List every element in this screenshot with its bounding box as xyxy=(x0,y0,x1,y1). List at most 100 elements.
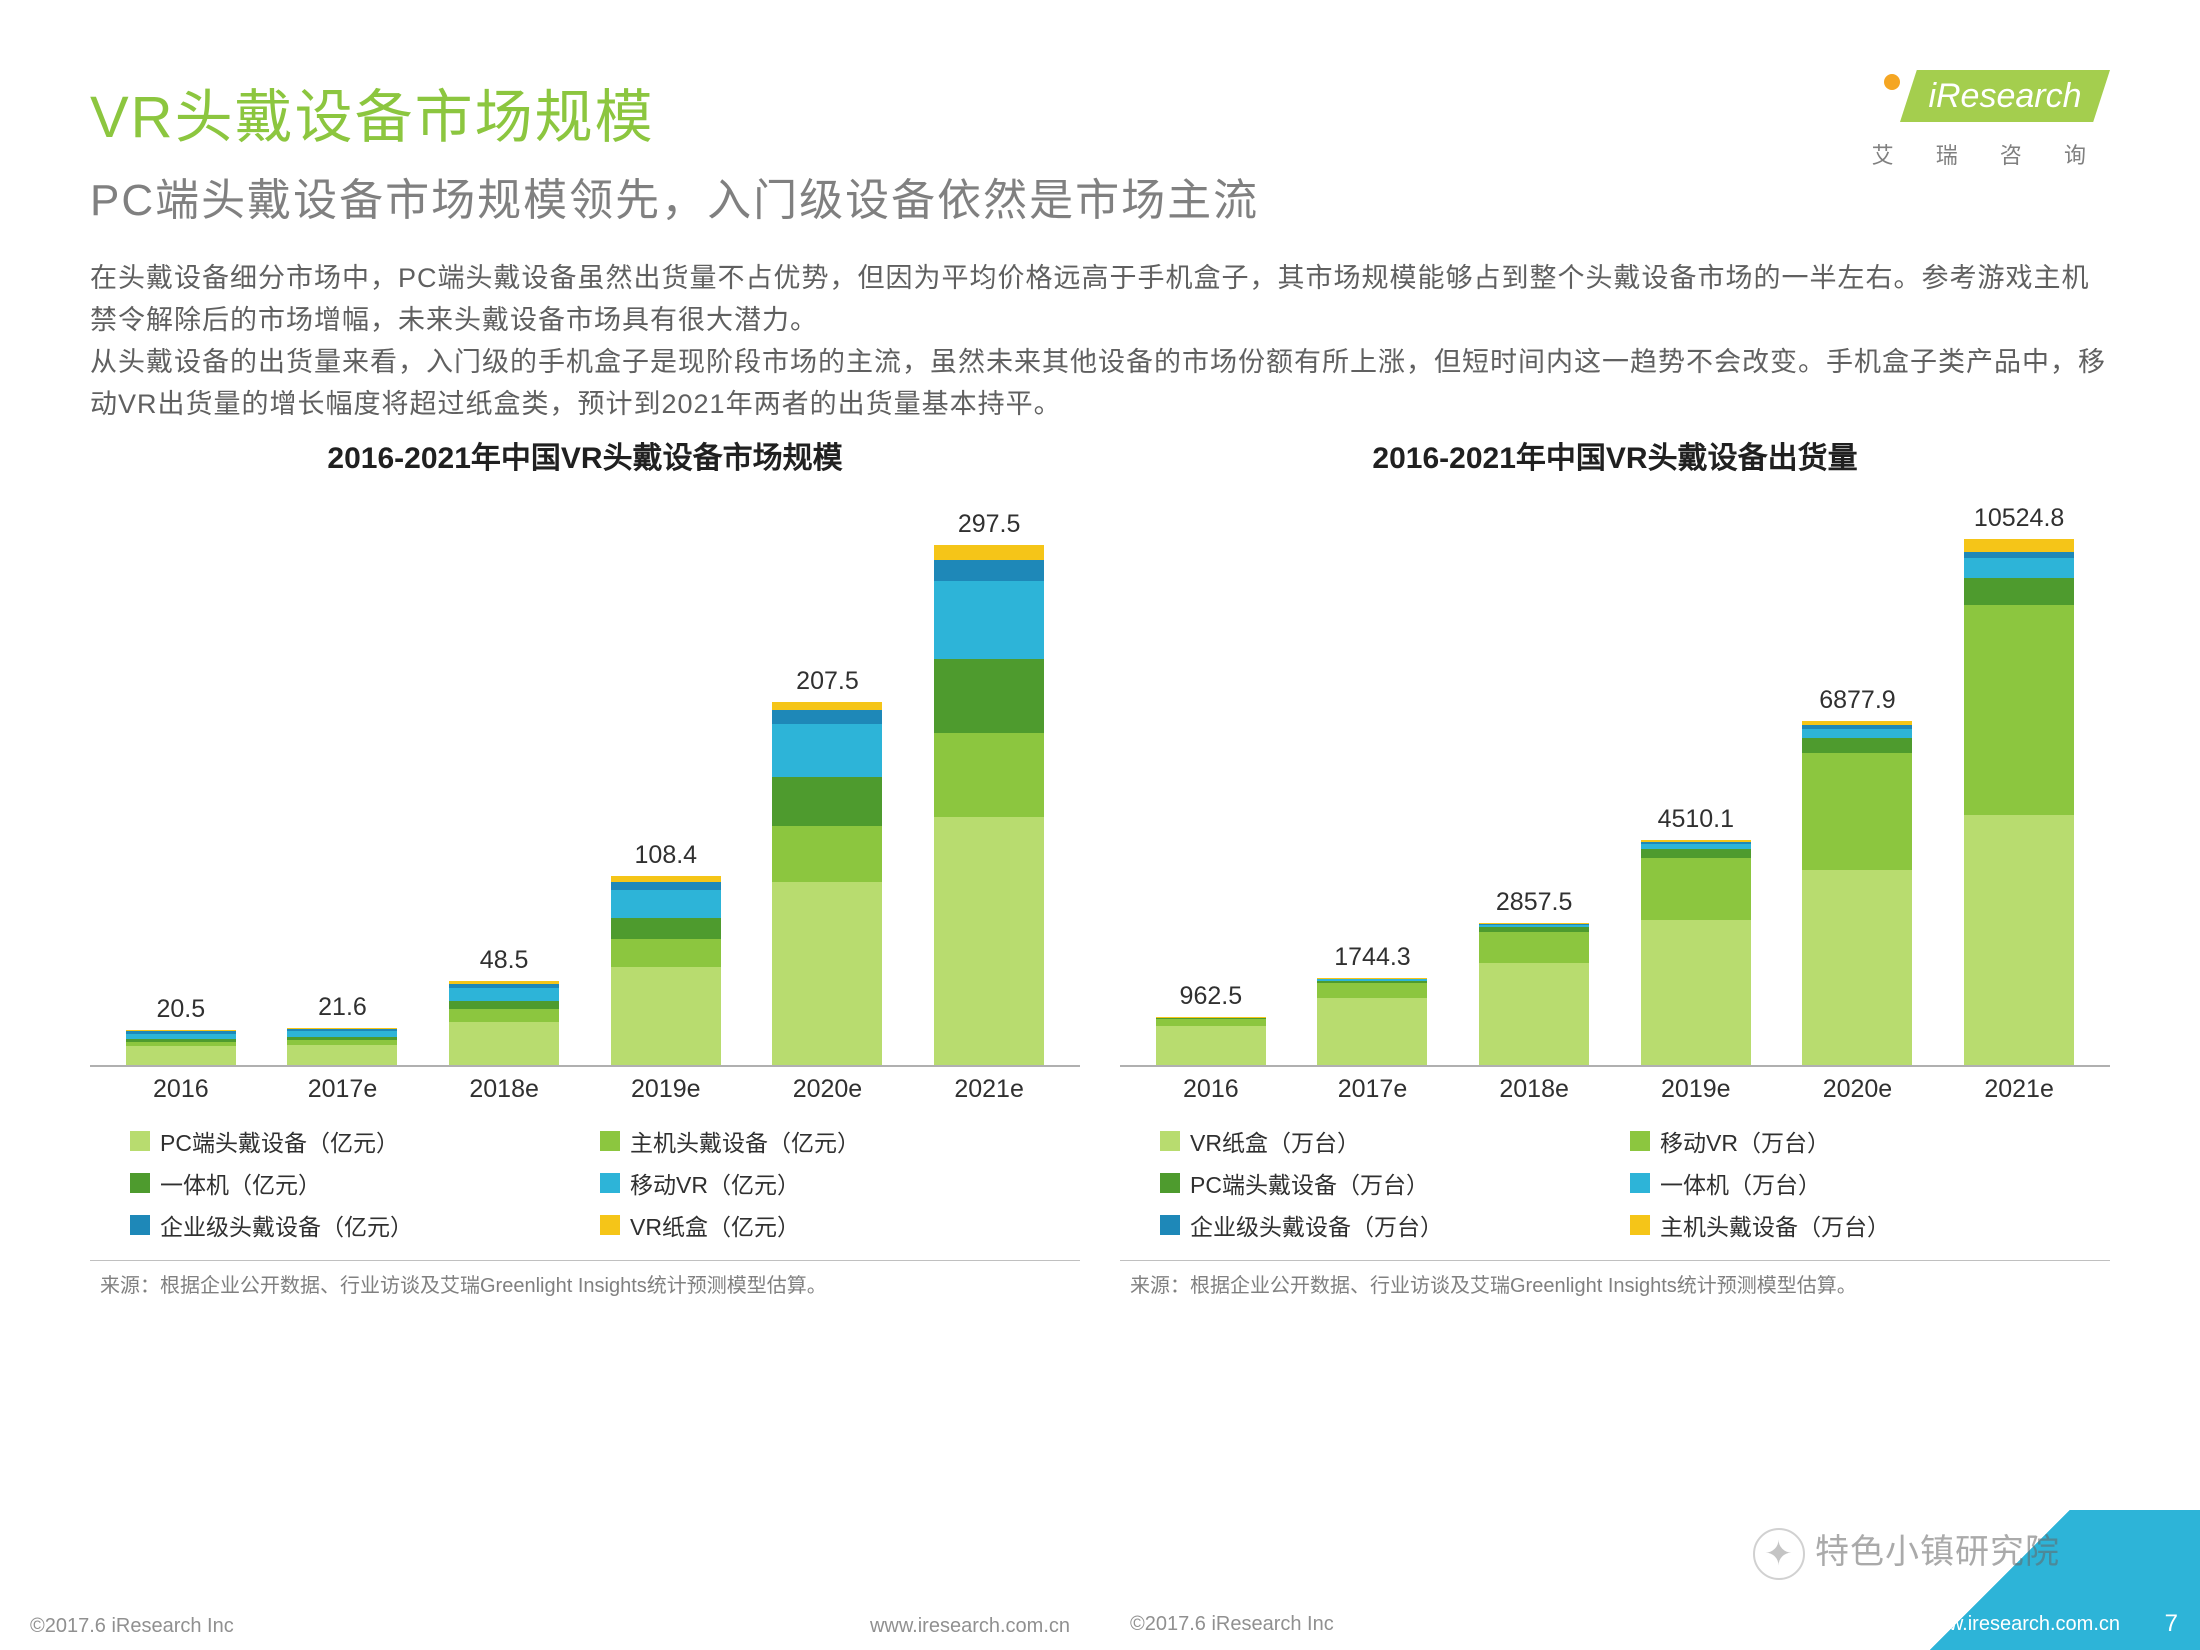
bar-segment xyxy=(1641,849,1751,858)
bar-total-label: 10524.8 xyxy=(1974,504,2064,533)
bar-stack xyxy=(1156,1017,1266,1065)
bar-segment xyxy=(1317,983,1427,998)
bar-segment xyxy=(611,882,721,891)
bar-segment xyxy=(934,817,1044,1066)
legend-swatch xyxy=(1160,1131,1180,1151)
bar-total-label: 6877.9 xyxy=(1819,686,1895,715)
bar-stack xyxy=(126,1030,236,1066)
bar-stack xyxy=(611,876,721,1066)
x-tick-label: 2019e xyxy=(611,1075,721,1104)
chart1-xaxis: 20162017e2018e2019e2020e2021e xyxy=(90,1067,1080,1104)
bar-stack xyxy=(1802,721,1912,1065)
bar-column: 4510.1 xyxy=(1641,805,1751,1066)
legend-swatch xyxy=(600,1131,620,1151)
legend-swatch xyxy=(130,1215,150,1235)
bar-segment xyxy=(1802,738,1912,753)
legend-item: 主机头戴设备（万台） xyxy=(1630,1208,2100,1242)
bar-segment xyxy=(1964,539,2074,552)
legend-item: 主机头戴设备（亿元） xyxy=(600,1124,1070,1158)
bar-segment xyxy=(449,1001,559,1010)
bar-column: 962.5 xyxy=(1156,982,1266,1065)
legend-item: 企业级头戴设备（亿元） xyxy=(130,1208,600,1242)
bar-column: 20.5 xyxy=(126,995,236,1066)
bar-segment xyxy=(126,1046,236,1065)
bar-total-label: 108.4 xyxy=(635,841,698,870)
chart2-plot: 962.51744.32857.54510.16877.910524.8 xyxy=(1120,487,2110,1067)
legend-label: 一体机（万台） xyxy=(1660,1166,1821,1200)
legend-item: PC端头戴设备（亿元） xyxy=(130,1124,600,1158)
bar-segment xyxy=(934,733,1044,817)
legend-label: 移动VR（万台） xyxy=(1660,1124,1830,1158)
legend-swatch xyxy=(130,1131,150,1151)
x-tick-label: 2021e xyxy=(934,1075,1044,1104)
legend-label: 移动VR（亿元） xyxy=(630,1166,800,1200)
legend-swatch xyxy=(1160,1215,1180,1235)
chart1-source: 来源：根据企业公开数据、行业访谈及艾瑞Greenlight Insights统计… xyxy=(90,1261,1080,1312)
legend-item: 移动VR（亿元） xyxy=(600,1166,1070,1200)
bar-segment xyxy=(1964,605,2074,815)
chart2-source: 来源：根据企业公开数据、行业访谈及艾瑞Greenlight Insights统计… xyxy=(1120,1261,2110,1312)
bar-segment xyxy=(1156,1019,1266,1026)
bar-segment xyxy=(287,1045,397,1065)
legend-item: 移动VR（万台） xyxy=(1630,1124,2100,1158)
legend-swatch xyxy=(600,1173,620,1193)
bar-segment xyxy=(449,1022,559,1066)
bar-column: 108.4 xyxy=(611,841,721,1066)
chart2-title: 2016-2021年中国VR头戴设备出货量 xyxy=(1120,433,2110,477)
bar-segment xyxy=(934,545,1044,560)
bar-stack xyxy=(1641,840,1751,1066)
bar-segment xyxy=(1479,963,1589,1066)
chart2-xaxis: 20162017e2018e2019e2020e2021e xyxy=(1120,1067,2110,1104)
legend-item: PC端头戴设备（万台） xyxy=(1160,1166,1630,1200)
bar-segment xyxy=(934,560,1044,581)
bar-column: 207.5 xyxy=(772,667,882,1065)
bar-segment xyxy=(1802,753,1912,871)
legend-swatch xyxy=(1630,1173,1650,1193)
logo-dot-icon xyxy=(1884,74,1900,90)
chart1-legend: PC端头戴设备（亿元） 主机头戴设备（亿元） 一体机（亿元） 移动VR（亿元） 企业级头… xyxy=(90,1104,1080,1261)
bar-segment xyxy=(1641,920,1751,1065)
bar-segment xyxy=(1317,998,1427,1066)
x-tick-label: 2018e xyxy=(1479,1075,1589,1104)
legend-label: 主机头戴设备（万台） xyxy=(1660,1208,1890,1242)
bar-column: 2857.5 xyxy=(1479,888,1589,1066)
x-tick-label: 2017e xyxy=(1317,1075,1427,1104)
watermark: ✦特色小镇研究院 xyxy=(1753,1524,2060,1580)
legend-item: 企业级头戴设备（万台） xyxy=(1160,1208,1630,1242)
legend-label: 主机头戴设备（亿元） xyxy=(630,1124,860,1158)
bar-segment xyxy=(772,777,882,826)
bar-segment xyxy=(1964,815,2074,1065)
bar-total-label: 4510.1 xyxy=(1658,805,1734,834)
bar-stack xyxy=(1964,539,2074,1065)
bar-total-label: 297.5 xyxy=(958,510,1021,539)
bar-column: 48.5 xyxy=(449,946,559,1066)
legend-label: 一体机（亿元） xyxy=(160,1166,321,1200)
logo-text: iResearch xyxy=(1900,70,2110,122)
legend-swatch xyxy=(1630,1131,1650,1151)
legend-swatch xyxy=(1630,1215,1650,1235)
bar-column: 21.6 xyxy=(287,993,397,1066)
legend-item: VR纸盒（万台） xyxy=(1160,1124,1630,1158)
bar-segment xyxy=(1964,558,2074,578)
logo-subtitle: 艾 瑞 咨 询 xyxy=(1870,138,2110,170)
bar-segment xyxy=(772,826,882,882)
logo: iResearch 艾 瑞 咨 询 xyxy=(1870,70,2110,170)
x-tick-label: 2019e xyxy=(1641,1075,1751,1104)
legend-label: VR纸盒（万台） xyxy=(1190,1124,1360,1158)
header: VR头戴设备市场规模 PC端头戴设备市场规模领先，入门级设备依然是市场主流 iR… xyxy=(90,70,2110,228)
legend-label: 企业级头戴设备（万台） xyxy=(1190,1208,1443,1242)
x-tick-label: 2016 xyxy=(126,1075,236,1104)
chart-market-size: 2016-2021年中国VR头戴设备市场规模 20.521.648.5108.4… xyxy=(90,433,1080,1312)
page-subtitle: PC端头戴设备市场规模领先，入门级设备依然是市场主流 xyxy=(90,164,1870,228)
legend-label: 企业级头戴设备（亿元） xyxy=(160,1208,413,1242)
footer-url-right: www.iresearch.com.cn xyxy=(1920,1613,2120,1636)
x-tick-label: 2018e xyxy=(449,1075,559,1104)
bar-column: 297.5 xyxy=(934,510,1044,1066)
chart1-plot: 20.5 21.6 48.5 108.4 207.5 297.5 xyxy=(90,487,1080,1067)
bar-total-label: 207.5 xyxy=(796,667,859,696)
x-tick-label: 2017e xyxy=(287,1075,397,1104)
bar-segment xyxy=(1156,1026,1266,1065)
footer-copyright-right: ©2017.6 iResearch Inc xyxy=(1100,1613,1334,1636)
bar-stack xyxy=(287,1028,397,1066)
legend-item: VR纸盒（亿元） xyxy=(600,1208,1070,1242)
